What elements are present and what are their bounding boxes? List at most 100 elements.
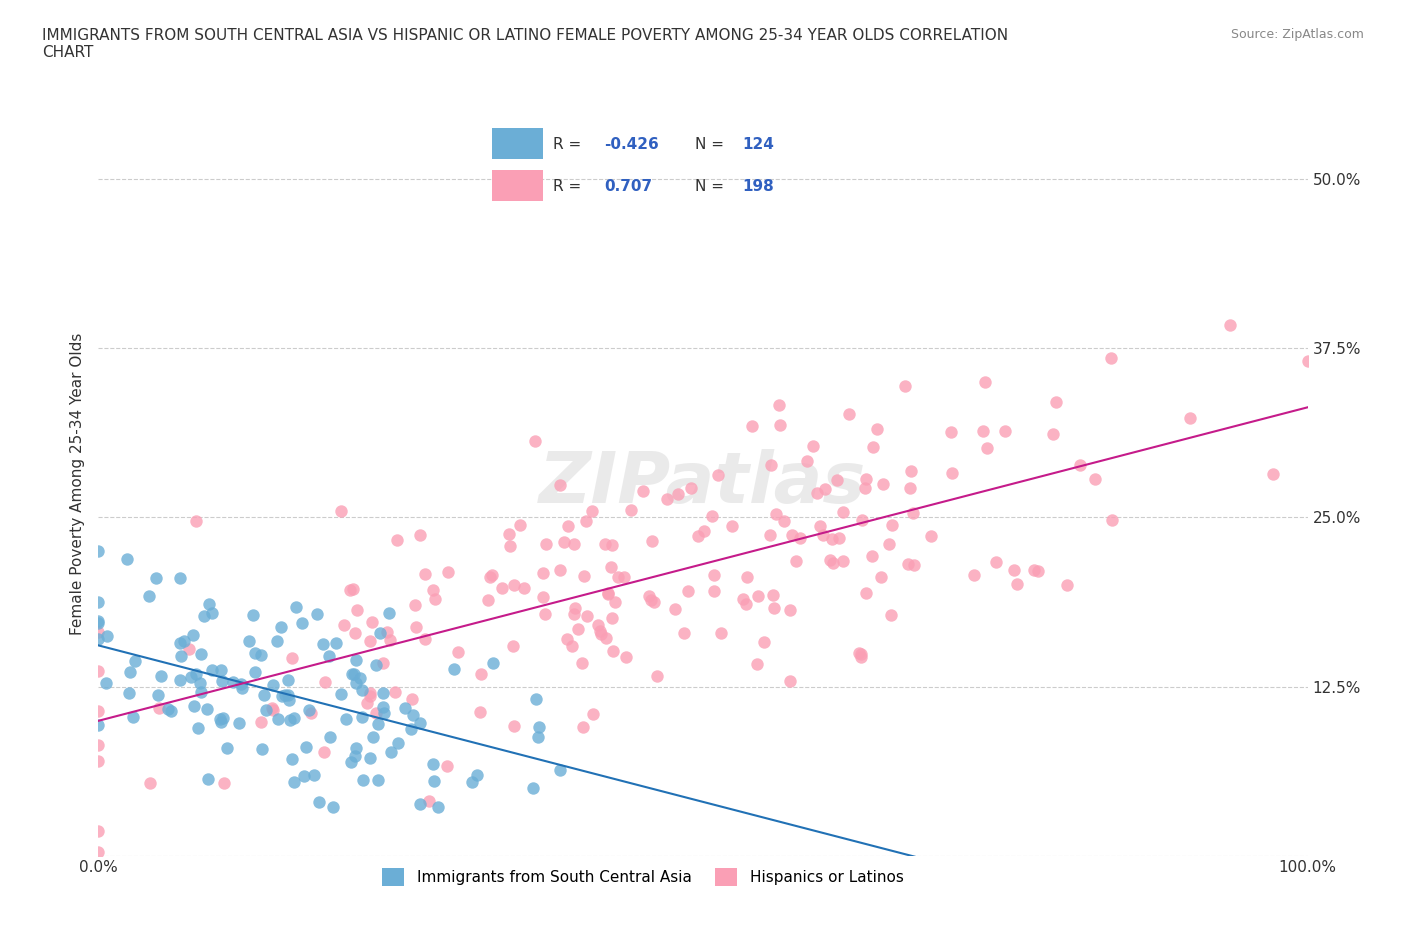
Point [513, 580, 536, 595]
Point [201, 662, 224, 677]
Point [763, 600, 786, 615]
Point [190, 684, 212, 699]
Point [267, 711, 290, 726]
Point [292, 768, 315, 783]
Point [869, 569, 891, 584]
Point [832, 553, 855, 568]
Point [254, 703, 277, 718]
Point [96, 676, 118, 691]
Point [437, 565, 460, 579]
Point [614, 649, 637, 664]
Point [262, 703, 284, 718]
Point [986, 554, 1008, 569]
Point [243, 665, 266, 680]
Point [209, 663, 232, 678]
Point [898, 480, 921, 495]
Point [502, 718, 524, 733]
Point [666, 486, 689, 501]
Point [173, 633, 195, 648]
Point [150, 669, 173, 684]
Point [769, 417, 792, 432]
Point [118, 685, 141, 700]
Point [619, 502, 641, 517]
Point [367, 772, 389, 787]
Point [408, 528, 430, 543]
Point [371, 685, 394, 700]
Point [557, 631, 579, 646]
Point [1005, 577, 1028, 591]
Point [302, 767, 325, 782]
Point [741, 418, 763, 433]
Point [478, 570, 501, 585]
Point [277, 672, 299, 687]
Point [460, 775, 482, 790]
Point [250, 741, 273, 756]
Point [211, 673, 233, 688]
Point [352, 683, 374, 698]
Text: ZIPatlas: ZIPatlas [540, 449, 866, 518]
Point [1026, 564, 1049, 578]
Point [768, 398, 790, 413]
Point [548, 763, 571, 777]
Point [87, 704, 110, 719]
Point [346, 741, 368, 756]
Point [346, 603, 368, 618]
Point [339, 583, 361, 598]
Point [710, 625, 733, 640]
Point [352, 773, 374, 788]
Point [138, 589, 160, 604]
Point [707, 467, 730, 482]
Point [291, 615, 314, 630]
Point [664, 602, 686, 617]
Point [253, 687, 276, 702]
Point [209, 714, 232, 729]
Point [270, 619, 292, 634]
Point [242, 607, 264, 622]
Point [1042, 427, 1064, 442]
Point [409, 796, 432, 811]
Point [415, 631, 437, 646]
Point [808, 519, 831, 534]
Point [641, 534, 664, 549]
Point [1296, 353, 1319, 368]
Point [849, 650, 872, 665]
Point [837, 407, 859, 422]
Point [481, 567, 503, 582]
Point [401, 722, 423, 737]
Point [603, 594, 626, 609]
Point [371, 699, 394, 714]
Point [266, 633, 288, 648]
Point [548, 563, 571, 578]
Point [363, 729, 385, 744]
Text: IMMIGRANTS FROM SOUTH CENTRAL ASIA VS HISPANIC OR LATINO FEMALE POVERTY AMONG 25: IMMIGRANTS FROM SOUTH CENTRAL ASIA VS HI… [42, 28, 1008, 60]
Point [758, 528, 780, 543]
Point [598, 586, 620, 601]
Point [921, 529, 943, 544]
Point [637, 589, 659, 604]
Point [606, 570, 628, 585]
Point [897, 557, 920, 572]
Point [373, 705, 395, 720]
Point [228, 716, 250, 731]
Point [785, 553, 807, 568]
Point [409, 715, 432, 730]
Point [87, 594, 110, 609]
Point [422, 582, 444, 597]
Point [385, 533, 408, 548]
Point [747, 589, 769, 604]
Point [531, 590, 554, 604]
Point [322, 800, 344, 815]
Point [87, 737, 110, 752]
Point [821, 556, 844, 571]
Point [87, 753, 110, 768]
Point [359, 751, 381, 765]
Point [818, 552, 841, 567]
Point [87, 664, 110, 679]
Point [231, 680, 253, 695]
Point [586, 618, 609, 632]
Point [278, 693, 301, 708]
Point [900, 464, 922, 479]
Point [789, 531, 811, 546]
Point [631, 484, 654, 498]
Point [974, 375, 997, 390]
